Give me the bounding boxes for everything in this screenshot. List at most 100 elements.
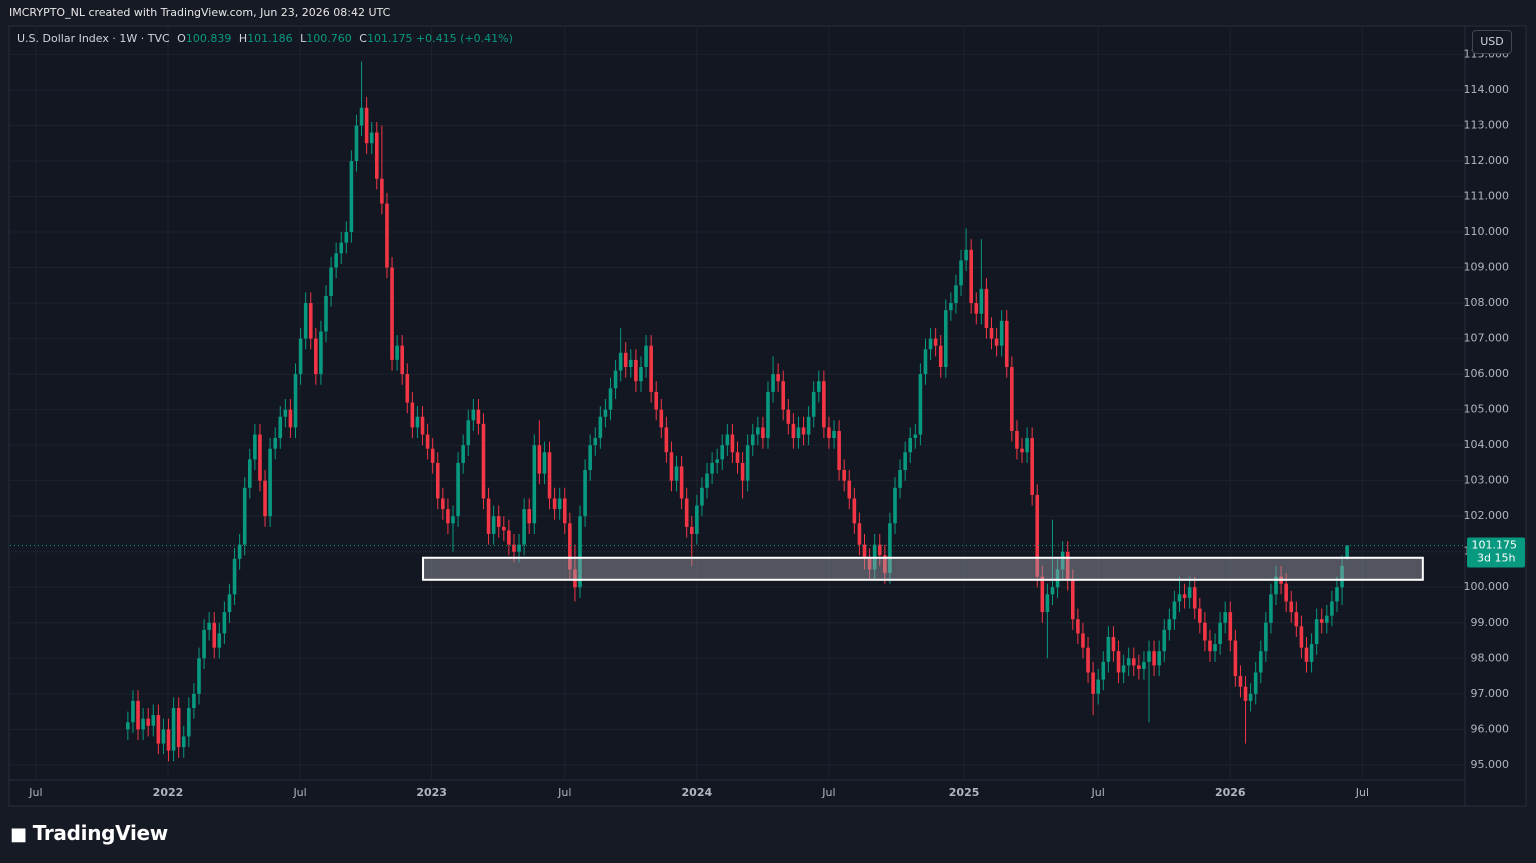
candle-body — [420, 416, 425, 435]
ohlc-key: L — [300, 32, 307, 45]
logo[interactable]: ■ TradingView — [10, 821, 168, 845]
candle-body — [1177, 594, 1182, 602]
candle-body — [410, 402, 415, 428]
ohlc-value: 101.186 — [247, 32, 293, 45]
candle-body — [247, 459, 252, 488]
y-tick-label: 109.000 — [1464, 261, 1510, 274]
candle-body — [181, 736, 186, 748]
currency-button[interactable]: USD — [1472, 30, 1512, 54]
candle-body — [954, 285, 958, 304]
candle-body — [481, 423, 486, 499]
candle-body — [852, 498, 857, 524]
ohlc-key: H — [238, 32, 248, 45]
candle-body — [1101, 661, 1106, 680]
candle-body — [598, 416, 603, 439]
candle-body — [1152, 651, 1156, 666]
candle-body — [593, 438, 598, 446]
candle-body — [171, 708, 176, 751]
candle-body — [766, 391, 770, 439]
candle-body — [1050, 587, 1055, 595]
candle-body — [1055, 569, 1060, 588]
candle-body — [796, 427, 801, 439]
candle-body — [689, 526, 694, 534]
candle-body — [324, 295, 328, 332]
candle-body — [730, 434, 735, 453]
candle-body — [1258, 651, 1263, 673]
candle-body — [1187, 587, 1192, 598]
candle-body — [512, 544, 516, 552]
candle-body — [268, 448, 272, 517]
candle-body — [1076, 619, 1080, 634]
candle-body — [491, 516, 496, 534]
candle-body — [634, 359, 638, 382]
candle-body — [425, 434, 430, 449]
candle-body — [542, 452, 547, 474]
candle-body — [877, 544, 882, 556]
candle-body — [395, 345, 399, 360]
y-tick-label: 99.000 — [1471, 616, 1510, 629]
candle-body — [496, 516, 501, 527]
candle-body — [644, 345, 648, 368]
candle-body — [938, 345, 943, 368]
candle-body — [517, 544, 521, 552]
candle-body — [756, 427, 760, 435]
candle-body — [1142, 661, 1146, 669]
candle-body — [1182, 594, 1187, 598]
candle-body — [806, 416, 811, 435]
candle-body — [822, 381, 826, 428]
x-tick-label: Jul — [28, 786, 42, 799]
symbol-legend: U.S. Dollar Index · 1W · TVC O100.839 H1… — [17, 32, 513, 45]
candle-body — [1284, 583, 1288, 602]
candle-body — [1035, 494, 1040, 577]
candle-body — [1091, 672, 1095, 694]
candle-body — [1106, 636, 1111, 662]
y-tick-label: 106.000 — [1464, 367, 1510, 380]
candle-body — [1116, 651, 1121, 673]
candle-body — [187, 708, 191, 737]
candle-body — [1147, 651, 1151, 662]
candle-body — [329, 267, 333, 296]
candle-body — [1269, 594, 1273, 623]
y-tick-label: 104.000 — [1464, 438, 1510, 451]
candle-body — [898, 470, 902, 488]
y-tick-label: 111.000 — [1464, 190, 1510, 203]
candle-body — [222, 612, 227, 634]
candle-body — [461, 445, 465, 463]
candle-body — [1309, 644, 1314, 662]
candle-body — [507, 530, 511, 545]
candle-body — [273, 438, 277, 449]
candle-body — [883, 555, 887, 574]
candle-body — [237, 544, 242, 559]
x-tick-label: Jul — [821, 786, 835, 799]
candle-body — [1264, 622, 1268, 652]
candle-body — [999, 320, 1004, 346]
y-tick-label: 113.000 — [1464, 118, 1510, 131]
logo-text: TradingView — [32, 821, 169, 845]
candle-body — [786, 409, 791, 424]
candle-body — [131, 700, 135, 723]
candle-body — [405, 374, 410, 403]
x-tick-label: 2023 — [416, 786, 447, 799]
y-tick-label: 114.000 — [1464, 83, 1510, 96]
candle-body — [578, 516, 582, 588]
candle-body — [359, 107, 364, 126]
candle-body — [232, 558, 237, 595]
candle-body — [547, 452, 552, 499]
candle-body — [456, 462, 460, 517]
x-tick-label: 2026 — [1215, 786, 1246, 799]
candle-body — [842, 470, 846, 481]
candle-body — [476, 409, 481, 424]
candle-body — [791, 423, 796, 439]
candle-body — [369, 132, 374, 144]
candle-body — [242, 487, 247, 545]
y-tick-label: 110.000 — [1464, 225, 1510, 238]
candle-body — [618, 352, 623, 371]
candle-body — [1314, 619, 1319, 645]
candle-body — [588, 445, 592, 471]
candle-body — [1335, 587, 1339, 602]
candle-body — [522, 509, 526, 545]
candle-body — [1289, 601, 1294, 613]
candle-body — [1218, 622, 1222, 645]
candle-body — [715, 459, 719, 463]
